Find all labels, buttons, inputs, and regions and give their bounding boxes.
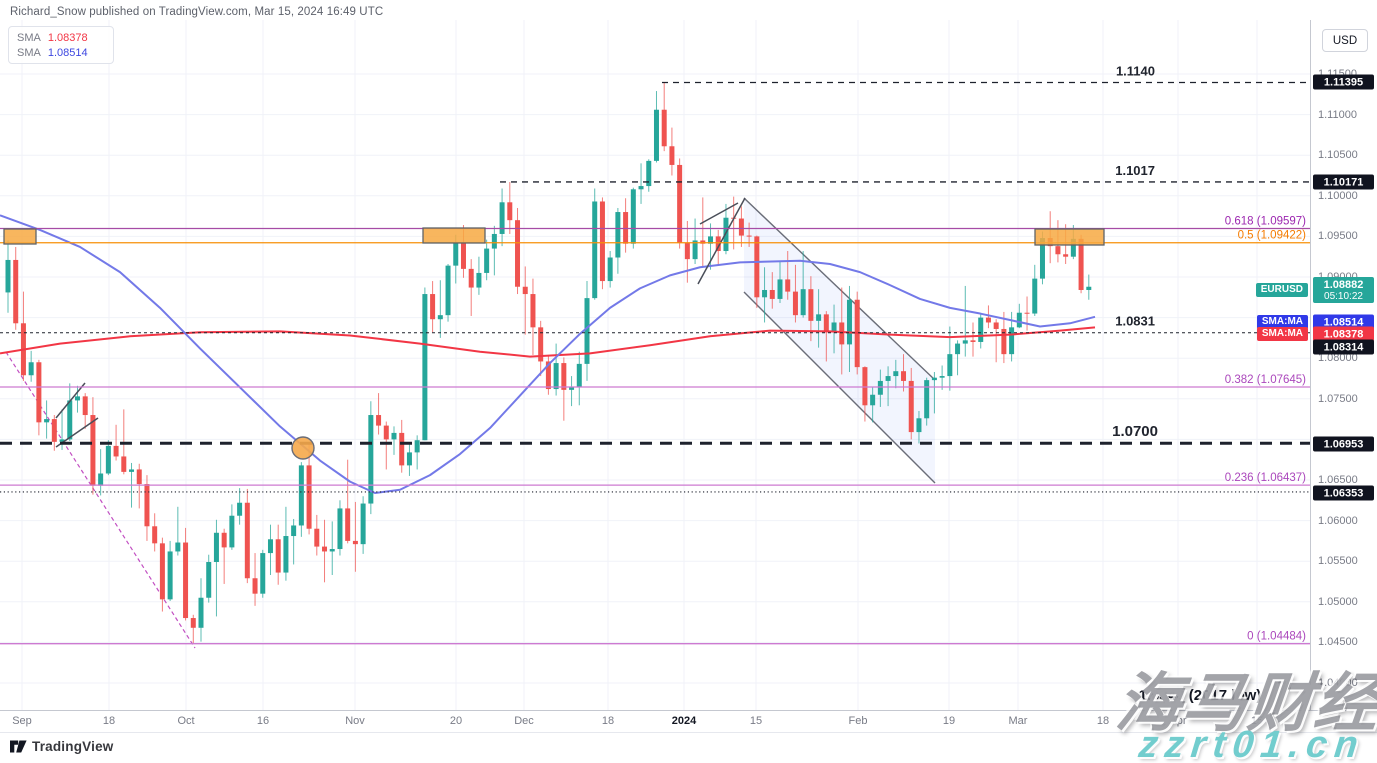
price-axis-label: 1.10000 (1318, 190, 1358, 202)
price-axis-label: 1.04000 (1318, 677, 1358, 689)
time-axis-label: Dec (514, 715, 534, 727)
price-axis-label: 1.06000 (1318, 515, 1358, 527)
time-axis-label: Nov (345, 715, 365, 727)
sma-value: 1.08514 (47, 46, 88, 59)
publish-attribution: Richard_Snow published on TradingView.co… (10, 6, 384, 18)
tradingview-logo-text: TradingView (32, 739, 114, 754)
price-badge-1.08314: 1.08314 (1313, 339, 1374, 355)
wedge-drawing-lines[interactable] (55, 197, 746, 448)
price-badge-1.08378: 1.08378 (1313, 326, 1374, 342)
price-badge-1.06953: 1.06953 (1313, 436, 1374, 452)
sma-side-label: SMA:MA (1256, 315, 1308, 329)
key-level-label: 1.0831 (1115, 314, 1155, 329)
chart-text-annotation: 1.0340 (2017 low) (1139, 687, 1262, 704)
price-axis-label: 1.08000 (1318, 352, 1358, 364)
fib-level-label: 0.618 (1.09597) (1225, 216, 1306, 228)
time-axis-label: Apr (1169, 715, 1187, 727)
tradingview-logo[interactable]: TradingView (10, 739, 113, 754)
sma-label: SMA (17, 31, 41, 44)
price-axis-border (1310, 20, 1311, 711)
key-level-lines[interactable]: 1.1140 1.1017 1.0831 1.0700 (0, 64, 1310, 493)
sma-50-line[interactable] (0, 214, 1096, 494)
time-axis-label: 2024 (671, 715, 697, 727)
time-axis-label: 19 (942, 715, 956, 727)
symbol-side-label: EURUSD (1255, 283, 1308, 297)
legend-row-sma-50[interactable]: SMA 1.08514 (17, 46, 105, 60)
price-badge-1.11395: 1.11395 (1313, 74, 1374, 90)
time-axis-border (0, 710, 1377, 711)
footer-divider (0, 732, 1377, 733)
price-axis-label: 1.04500 (1318, 636, 1358, 648)
price-badge-1.08514: 1.08514 (1313, 314, 1374, 330)
time-axis-label: 18 (601, 715, 615, 727)
time-axis-label: 20 (449, 715, 463, 727)
time-axis-label: 18 (1096, 715, 1110, 727)
time-axis-label: 16 (256, 715, 270, 727)
price-badge-1.08882: 1.08882 05:10:22 (1313, 277, 1374, 303)
price-axis-label: 1.06500 (1318, 474, 1358, 486)
dashed-trendline-drawing[interactable] (5, 351, 196, 649)
key-level-label: 1.1140 (1116, 64, 1155, 79)
countdown-timer: 05:10:22 (1324, 290, 1363, 302)
price-axis-label: 1.09500 (1318, 230, 1358, 242)
supply-zone-rectangles[interactable] (3, 227, 1105, 246)
legend-row-sma-200[interactable]: SMA 1.08378 (17, 31, 105, 45)
price-badge-1.10171: 1.10171 (1313, 174, 1374, 190)
fib-level-label: 0.236 (1.06437) (1225, 472, 1306, 484)
sma-side-label: SMA:MA (1256, 327, 1308, 341)
key-level-label: 1.1017 (1115, 163, 1155, 178)
price-axis-label: 1.07500 (1318, 393, 1358, 405)
fib-level-label: 0.5 (1.09422) (1238, 230, 1307, 242)
sma-label: SMA (17, 46, 41, 59)
time-axis-label: Sep (12, 715, 32, 727)
tradingview-logo-icon (10, 740, 27, 753)
fib-level-label: 0.382 (1.07645) (1225, 374, 1306, 386)
indicator-legend: SMA 1.08378 SMA 1.08514 (8, 26, 114, 64)
time-axis-label: 15 (749, 715, 763, 727)
price-badge-1.06353: 1.06353 (1313, 485, 1374, 501)
price-axis-label: 1.05500 (1318, 555, 1358, 567)
currency-toggle-button[interactable]: USD (1322, 29, 1368, 52)
sma-value: 1.08378 (47, 31, 88, 44)
fib-level-label: 0 (1.04484) (1247, 631, 1306, 643)
sma-200-line[interactable] (0, 326, 1096, 358)
circle-marker-drawing[interactable] (291, 436, 315, 460)
price-axis-label: 1.10500 (1318, 149, 1358, 161)
time-axis-label: Mar (1008, 715, 1028, 727)
price-axis-label: 1.05000 (1318, 596, 1358, 608)
time-axis-label: 15 (1250, 715, 1264, 727)
key-level-label: 1.0700 (1112, 423, 1158, 440)
price-axis-label: 1.11000 (1318, 109, 1357, 121)
price-axis[interactable]: USD 1.115001.110001.105001.100001.095001… (1310, 20, 1377, 711)
time-axis-label: 18 (102, 715, 116, 727)
time-axis-label: Oct (177, 715, 195, 727)
time-axis-label: Feb (848, 715, 868, 727)
time-axis[interactable]: Sep 18 Oct 16 Nov 20 Dec 18 2024 15 Feb 19 Mar 18 Apr 1… (0, 711, 1377, 732)
